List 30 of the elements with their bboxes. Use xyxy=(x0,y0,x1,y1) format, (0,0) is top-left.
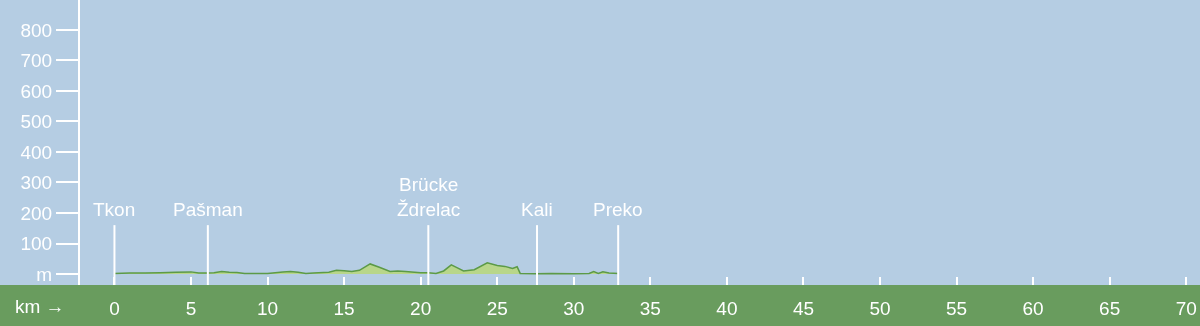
y-tick-label: 600 xyxy=(20,80,53,102)
ref-line-label: Pašman xyxy=(173,199,243,220)
ref-line-label: Tkon xyxy=(93,199,136,220)
x-tick-label: 55 xyxy=(945,298,968,319)
x-tick-label: 30 xyxy=(563,298,585,319)
ref-line-label: Kali xyxy=(521,199,553,220)
x-tick-label: 45 xyxy=(792,298,815,319)
x-tick-label: 50 xyxy=(869,298,891,319)
x-tick-label: 60 xyxy=(1022,298,1044,319)
x-tick-label: 35 xyxy=(639,298,661,319)
x-tick-label: 25 xyxy=(486,298,508,319)
x-tick-label: 65 xyxy=(1099,298,1121,319)
x-axis-title: km → xyxy=(15,296,65,317)
ref-line-label: Brücke Ždrelac xyxy=(397,174,461,220)
y-tick-label: 800 xyxy=(20,19,53,41)
x-tick-label: 70 xyxy=(1175,298,1197,319)
x-tick-label: 20 xyxy=(410,298,432,319)
y-tick-label: 400 xyxy=(20,141,53,163)
y-tick-label: 300 xyxy=(20,172,53,194)
x-tick-label: 15 xyxy=(333,298,355,319)
y-tick-label: 100 xyxy=(20,233,53,255)
x-tick-label: 10 xyxy=(256,298,279,319)
x-tick-label: 40 xyxy=(716,298,738,319)
y-tick-label: 500 xyxy=(20,111,53,133)
x-tick-label: 5 xyxy=(185,298,197,319)
ref-line-label: Preko xyxy=(593,199,643,220)
x-tick-label: 0 xyxy=(109,298,120,319)
y-tick-label: 700 xyxy=(20,50,53,72)
y-tick-label: m xyxy=(36,263,53,285)
y-tick-label: 200 xyxy=(20,202,53,224)
